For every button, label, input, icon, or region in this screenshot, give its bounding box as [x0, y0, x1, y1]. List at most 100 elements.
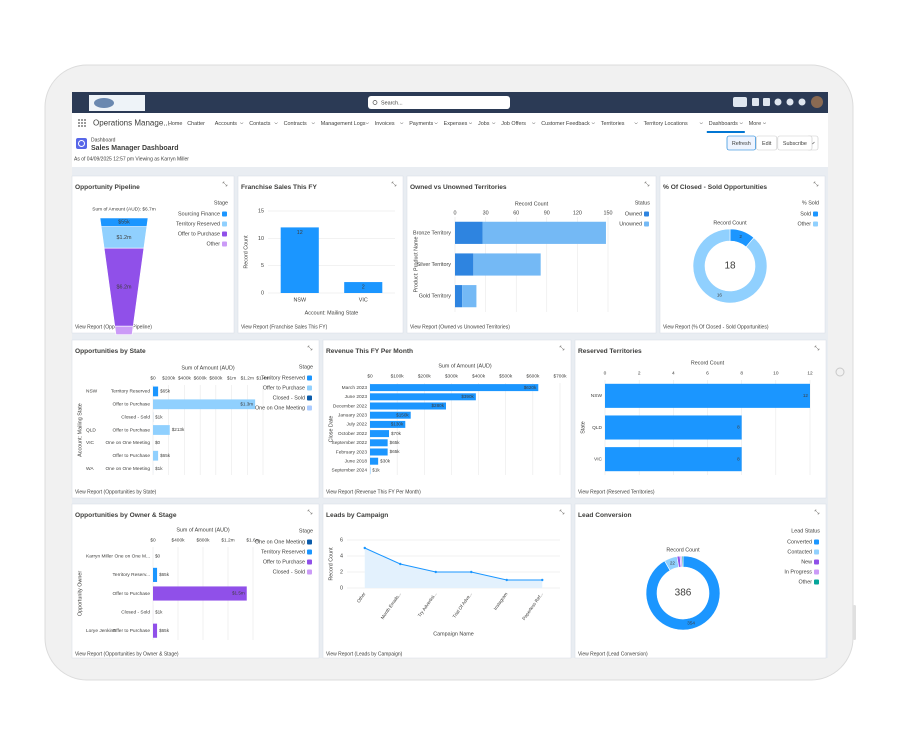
view-report-link[interactable]: View Report (% Of Closed - Sold Opportun… — [663, 324, 769, 330]
view-report-link[interactable]: View Report (Franchise Sales This FY) — [241, 324, 328, 330]
help-icon[interactable] — [774, 98, 782, 106]
x-tick-label: $1.4m — [256, 375, 269, 381]
nav-chevron — [468, 122, 473, 125]
nav-item[interactable]: Contacts — [249, 121, 271, 127]
dot — [81, 125, 83, 127]
view-report-link[interactable]: View Report (Leads by Campaign) — [326, 651, 403, 657]
donut-slice — [645, 555, 721, 631]
expand-icon[interactable] — [814, 345, 820, 351]
legend-swatch — [307, 385, 312, 391]
setup-icon[interactable] — [763, 98, 770, 106]
donut-total: 386 — [675, 588, 692, 599]
dashboard-title: Sales Manager Dashboard — [91, 145, 179, 152]
dot — [78, 122, 80, 124]
funnel-segment — [114, 325, 134, 336]
avatar[interactable] — [811, 96, 823, 108]
dashboard-subtitle: As of 04/09/2025 12:57 pm Viewing as Kar… — [74, 156, 189, 162]
view-report-link[interactable]: View Report (Opportunities by State) — [75, 489, 157, 495]
donut-total: 18 — [724, 261, 736, 272]
expand-icon[interactable] — [222, 181, 228, 187]
favorites-icon[interactable] — [733, 97, 747, 107]
button-label[interactable]: Subscribe — [783, 141, 807, 147]
search-box[interactable] — [368, 96, 510, 109]
group-label: WA — [86, 466, 94, 472]
nav-item[interactable]: Management Logs — [321, 121, 366, 127]
gear-icon[interactable] — [786, 98, 794, 106]
nav-item[interactable]: Chatter — [187, 121, 205, 127]
legend-label: One on One Meeting — [255, 539, 305, 545]
legend-swatch — [814, 559, 819, 565]
bar — [344, 282, 383, 293]
nav-item[interactable]: Expenses — [444, 121, 468, 127]
bar — [370, 457, 379, 465]
bar — [153, 386, 159, 397]
nav-item[interactable]: Invoices — [375, 121, 395, 127]
legend-swatch — [307, 405, 312, 411]
nav-item[interactable]: Contracts — [284, 121, 307, 127]
view-report-link[interactable]: View Report (Owned vs Unowned Territorie… — [410, 324, 510, 330]
x-tick-label: 30 — [483, 210, 489, 216]
nav-chevron — [591, 122, 595, 125]
nav-item[interactable]: Jobs — [478, 121, 490, 127]
nav-item[interactable]: Dashboards — [709, 121, 738, 127]
data-label: $280k — [431, 403, 444, 408]
legend-label: Unowned — [619, 221, 642, 227]
expand-icon[interactable] — [559, 509, 565, 515]
legend-swatch — [307, 569, 312, 575]
group-label: VIC — [86, 440, 95, 446]
view-report-link[interactable]: View Report (Lead Conversion) — [578, 651, 648, 657]
y-tick-label: Offer to Purchase — [112, 402, 150, 408]
button-label[interactable]: Edit — [762, 141, 772, 147]
y-axis-label: State — [580, 421, 586, 434]
bar — [370, 420, 406, 428]
bar — [370, 384, 539, 392]
button[interactable] — [726, 135, 756, 151]
view-report-link[interactable]: View Report (Opportunities by Owner & St… — [75, 651, 179, 657]
expand-icon[interactable] — [307, 509, 313, 515]
data-label: $1k — [155, 414, 163, 419]
legend-label: Converted — [787, 539, 812, 545]
view-report-link[interactable]: View Report (Opportunity Pipeline) — [75, 324, 152, 330]
button-label[interactable]: Refresh — [732, 141, 751, 147]
button[interactable] — [777, 135, 813, 151]
legend-title: % Sold — [802, 200, 819, 206]
data-label: 2 — [739, 234, 742, 239]
nav-item[interactable]: Territory Locations — [644, 121, 688, 127]
expand-icon[interactable] — [813, 181, 819, 187]
y-tick-label: December 2022 — [333, 403, 367, 409]
nav-item[interactable]: Territories — [601, 121, 625, 127]
y-axis-label: Close Date — [328, 416, 334, 443]
nav-item[interactable]: Job Offers — [501, 121, 526, 127]
x-tick-label: $600k — [526, 373, 540, 379]
expand-icon[interactable] — [307, 345, 313, 351]
expand-icon[interactable] — [559, 345, 565, 351]
button[interactable] — [756, 135, 778, 151]
nav-item[interactable]: Payments — [409, 121, 433, 127]
view-report-link[interactable]: View Report (Reserved Territories) — [578, 489, 655, 495]
expand-icon[interactable] — [644, 181, 650, 187]
y-axis-label: Product: Product Name — [413, 236, 419, 292]
y-tick-label: 6 — [340, 537, 343, 543]
data-label: $1k — [372, 468, 380, 473]
expand-icon[interactable] — [814, 509, 820, 515]
data-label: $65k — [159, 628, 170, 633]
app-icon[interactable] — [752, 98, 759, 106]
data-label: $6.2m — [117, 285, 132, 291]
nav-item[interactable]: Home — [168, 121, 182, 127]
y-tick-label: Offer to Purchase — [112, 453, 150, 459]
data-label: $65k — [390, 440, 401, 445]
data-label: $65k — [160, 389, 171, 394]
expand-icon[interactable] — [391, 181, 397, 187]
app-launcher[interactable] — [78, 119, 86, 127]
nav-item[interactable]: More — [749, 121, 761, 127]
nav-item[interactable]: Accounts — [215, 121, 237, 127]
view-report-link[interactable]: View Report (Revenue This FY Per Month) — [326, 489, 421, 495]
x-tick-label: $0 — [150, 375, 156, 381]
y-tick-label: VIC — [594, 456, 603, 462]
y-tick-label: Offer to Purchase — [112, 591, 150, 597]
line-point — [541, 578, 544, 582]
nav-item[interactable]: Customer Feedback — [541, 121, 590, 127]
bell-icon[interactable] — [798, 98, 806, 106]
legend-swatch — [644, 221, 649, 227]
y-tick-label: January 2023 — [338, 412, 367, 418]
